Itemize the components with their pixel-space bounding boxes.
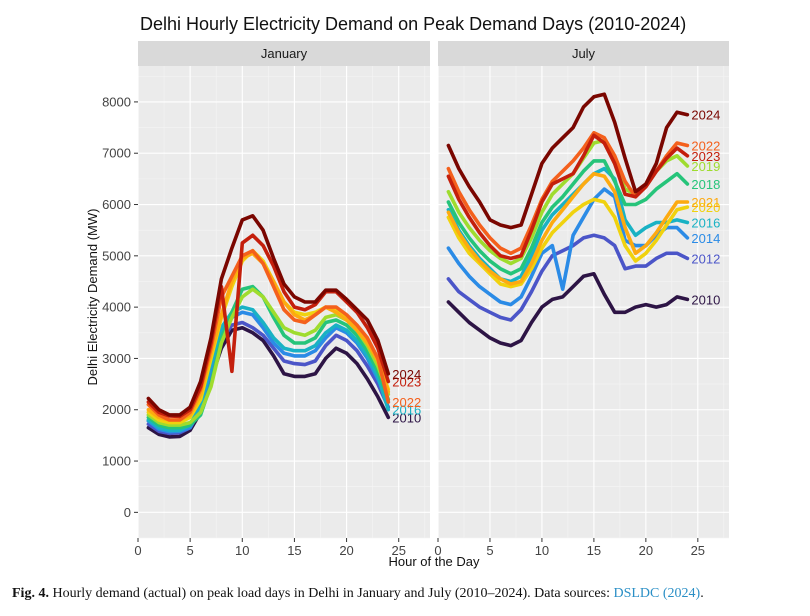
y-tick-label: 8000: [102, 94, 131, 109]
y-tick-label: 0: [124, 505, 131, 520]
series-line-july-2012: [446, 233, 690, 322]
facet-strip-label: July: [572, 46, 596, 61]
series-line-july-2020: [446, 197, 690, 289]
y-tick-label: 2000: [102, 402, 131, 417]
series-end-label: 2023: [392, 375, 421, 390]
caption-source-link[interactable]: DSLDC (2024): [613, 586, 701, 601]
series-end-label: 2020: [691, 200, 720, 215]
x-tick-label: 0: [434, 543, 441, 558]
x-axis-title: Hour of the Day: [388, 554, 480, 569]
series-end-label: 2023: [691, 149, 720, 164]
y-axis-title: Delhi Electricity Demand (MW): [85, 209, 100, 386]
series-line-january-2023: [146, 233, 391, 419]
y-tick-label: 5000: [102, 248, 131, 263]
series-line-july-2021: [446, 171, 690, 286]
series-end-label: 2022: [392, 395, 421, 410]
series-end-label: 2016: [392, 403, 421, 418]
x-tick-label: 15: [287, 543, 301, 558]
electricity-demand-chart: Delhi Hourly Electricity Demand on Peak …: [85, 14, 729, 569]
series-line-july-2018: [446, 159, 690, 276]
x-tick-label: 10: [535, 543, 549, 558]
series-end-label: 2024: [392, 367, 421, 382]
x-tick-label: 25: [691, 543, 705, 558]
chart-title: Delhi Hourly Electricity Demand on Peak …: [140, 14, 686, 34]
plot-background: [438, 66, 729, 538]
y-tick-label: 3000: [102, 351, 131, 366]
facet-strip: [438, 41, 729, 66]
series-end-label: 2024: [691, 108, 720, 123]
series-end-label: 2021: [691, 195, 720, 210]
facet-strip-label: January: [261, 46, 308, 61]
caption-end: .: [700, 586, 704, 601]
series-line-january-2022: [146, 248, 391, 422]
x-tick-label: 10: [235, 543, 249, 558]
series-end-label: 2010: [392, 410, 421, 425]
series-end-label: 2012: [691, 251, 720, 266]
figure-caption: Fig. 4. Hourly demand (actual) on peak l…: [12, 586, 802, 602]
x-tick-label: 5: [187, 543, 194, 558]
caption-text: Hourly demand (actual) on peak load days…: [52, 586, 610, 601]
y-tick-label: 7000: [102, 146, 131, 161]
x-tick-label: 20: [639, 543, 653, 558]
series-end-label: 2018: [691, 177, 720, 192]
y-tick-label: 6000: [102, 197, 131, 212]
x-tick-label: 25: [391, 543, 405, 558]
series-line-january-2024: [146, 214, 391, 417]
series-end-label: 2019: [691, 159, 720, 174]
series-end-label: 2016: [691, 215, 720, 230]
x-tick-label: 20: [339, 543, 353, 558]
x-tick-label: 0: [134, 543, 141, 558]
y-tick-label: 1000: [102, 454, 131, 469]
y-axis: 0 1000 2000 3000 4000 5000 6000 7000 8000: [102, 94, 138, 520]
series-end-label: 2022: [691, 139, 720, 154]
series-line-january-2014: [146, 310, 391, 434]
x-tick-label: 15: [587, 543, 601, 558]
series-end-label: 2014: [691, 231, 720, 246]
series-line-january-2010: [146, 325, 391, 439]
series-end-label: 2010: [691, 292, 720, 307]
x-tick-label: 5: [486, 543, 493, 558]
series-line-july-2010: [446, 271, 690, 348]
facet-strip: [138, 41, 430, 66]
y-tick-label: 4000: [102, 300, 131, 315]
caption-label: Fig. 4.: [12, 586, 49, 601]
series-line-july-2024: [446, 92, 690, 230]
